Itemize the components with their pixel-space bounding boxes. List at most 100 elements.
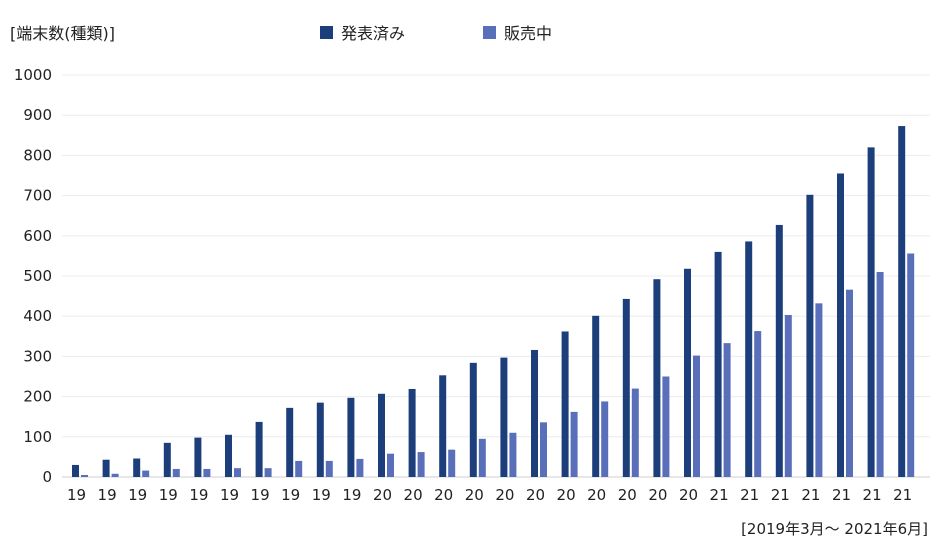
bar-announced	[653, 279, 661, 477]
y-tick-label: 700	[23, 187, 52, 205]
bar-announced	[867, 147, 875, 478]
x-tick-label: 21	[863, 486, 882, 504]
bar-on-sale	[754, 331, 762, 477]
legend-swatch-on-sale	[483, 25, 496, 39]
bar-on-sale	[815, 303, 823, 477]
bar-announced	[225, 434, 232, 477]
bar-on-sale	[509, 432, 517, 477]
legend-label-announced: 発表済み	[341, 24, 406, 43]
x-tick-label: 20	[557, 486, 576, 504]
bar-announced	[378, 393, 385, 477]
bar-announced	[714, 251, 722, 477]
bar-announced	[898, 126, 906, 477]
x-tick-label: 19	[128, 486, 147, 504]
x-tick-label: 19	[342, 486, 361, 504]
bar-announced	[133, 458, 141, 477]
bar-announced	[72, 464, 79, 477]
bar-on-sale	[234, 468, 241, 477]
x-tick-label: 21	[710, 486, 729, 504]
bar-on-sale	[570, 411, 578, 477]
bar-announced	[163, 442, 171, 477]
x-tick-label: 21	[771, 486, 790, 504]
bar-on-sale	[907, 253, 915, 477]
bar-on-sale	[172, 468, 180, 477]
x-axis-label: [2019年3月〜 2021年6月]	[741, 520, 928, 538]
bar-announced	[347, 397, 355, 477]
y-tick-label: 200	[23, 388, 52, 406]
bar-announced	[194, 437, 202, 477]
x-tick-label: 19	[220, 486, 239, 504]
x-tick-label: 20	[587, 486, 606, 504]
x-tick-label: 20	[679, 486, 698, 504]
bar-on-sale	[387, 453, 394, 477]
x-tick-label: 20	[373, 486, 392, 504]
y-tick-label: 100	[23, 428, 52, 446]
bar-announced	[316, 402, 324, 477]
legend-item-announced: 発表済み	[320, 20, 405, 44]
bar-on-sale	[876, 271, 884, 477]
bar-on-sale	[478, 438, 486, 477]
x-tick-label: 20	[465, 486, 484, 504]
bar-on-sale	[203, 468, 211, 477]
bar-announced	[255, 421, 263, 477]
bar-on-sale	[356, 458, 364, 477]
y-tick-label: 600	[23, 227, 52, 245]
x-tick-label: 19	[312, 486, 331, 504]
bar-on-sale	[601, 401, 609, 477]
bar-on-sale	[540, 422, 547, 477]
bar-on-sale	[723, 343, 731, 477]
bar-on-sale	[784, 314, 792, 477]
bar-announced	[102, 459, 110, 477]
legend-item-on-sale: 販売中	[483, 20, 552, 44]
bar-announced	[592, 315, 600, 477]
x-tick-label: 19	[67, 486, 86, 504]
bar-announced	[837, 173, 844, 478]
x-tick-label: 20	[526, 486, 545, 504]
x-tick-label: 21	[893, 486, 912, 504]
bar-announced	[469, 362, 477, 477]
bar-announced	[806, 194, 814, 477]
bar-announced	[531, 349, 538, 477]
bar-on-sale	[417, 452, 425, 477]
y-tick-label: 400	[23, 307, 52, 325]
bar-on-sale	[631, 388, 639, 477]
y-tick-label: 300	[23, 347, 52, 365]
bar-on-sale	[295, 460, 303, 477]
legend-swatch-announced	[320, 25, 333, 39]
x-tick-label: 21	[740, 486, 759, 504]
bar-announced	[500, 357, 508, 477]
x-tick-label: 20	[434, 486, 453, 504]
x-tick-label: 21	[801, 486, 820, 504]
bar-announced	[408, 388, 416, 477]
bar-on-sale	[111, 473, 119, 477]
bar-announced	[775, 224, 783, 477]
bar-on-sale	[142, 470, 150, 477]
y-tick-label: 0	[42, 468, 52, 486]
x-tick-label: 20	[495, 486, 514, 504]
bar-on-sale	[264, 468, 272, 477]
x-tick-label: 19	[281, 486, 300, 504]
x-tick-label: 20	[618, 486, 637, 504]
x-tick-label: 19	[189, 486, 208, 504]
bar-announced	[684, 268, 691, 477]
legend-label-on-sale: 販売中	[504, 24, 553, 43]
bar-announced	[745, 241, 753, 477]
x-tick-label: 19	[251, 486, 270, 504]
bar-announced	[622, 298, 630, 477]
bar-announced	[286, 407, 294, 477]
bar-on-sale	[325, 460, 333, 477]
bar-on-sale	[448, 449, 456, 477]
y-tick-label: 900	[23, 106, 52, 124]
x-tick-label: 20	[404, 486, 423, 504]
y-tick-label: 800	[23, 146, 52, 164]
x-tick-label: 19	[159, 486, 178, 504]
bar-on-sale	[662, 376, 670, 477]
y-tick-label: 1000	[14, 66, 52, 84]
bar-announced	[439, 375, 447, 477]
x-tick-label: 20	[648, 486, 667, 504]
bar-on-sale	[81, 474, 88, 477]
y-tick-label: 500	[23, 267, 52, 285]
y-axis-label: [端末数(種類)]	[10, 24, 115, 43]
x-tick-label: 21	[832, 486, 851, 504]
